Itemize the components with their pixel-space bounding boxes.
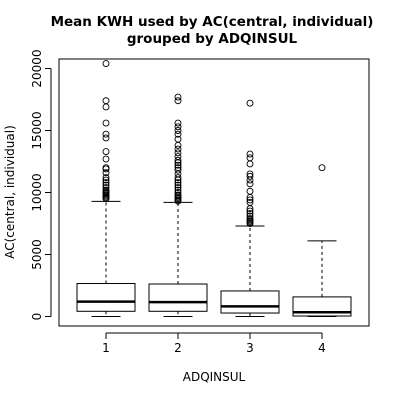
- outlier-point: [102, 176, 110, 184]
- box-group-1: [76, 60, 136, 317]
- outlier-point: [246, 170, 254, 178]
- x-tick-label: 4: [318, 341, 326, 355]
- box-group-3: [220, 99, 280, 317]
- outlier-point: [102, 130, 110, 138]
- y-tick-label: 20000: [30, 49, 44, 87]
- outlier-point: [246, 180, 254, 188]
- outlier-point: [102, 186, 110, 194]
- box-iqr: [220, 290, 280, 314]
- outlier-point: [174, 130, 182, 138]
- outlier-point: [174, 179, 182, 187]
- outlier-point: [174, 181, 182, 189]
- outlier-point: [102, 155, 110, 163]
- x-axis-label: ADQINSUL: [183, 370, 246, 384]
- outlier-point: [246, 196, 254, 204]
- outlier-point: [246, 198, 254, 206]
- outlier-point: [246, 187, 254, 195]
- chart-title-line-1: Mean KWH used by AC(central, individual): [51, 14, 374, 30]
- outlier-point: [102, 119, 110, 127]
- outlier-point: [174, 119, 182, 127]
- y-tick-label: 0: [30, 313, 44, 321]
- outlier-point: [318, 164, 326, 172]
- outlier-point: [102, 181, 110, 189]
- x-tick-label: 1: [102, 341, 110, 355]
- outlier-point: [174, 153, 182, 160]
- outlier-point: [174, 93, 182, 101]
- box-group-4: [292, 164, 352, 317]
- outlier-point: [102, 134, 110, 142]
- outlier-point: [246, 210, 254, 218]
- chart-title-line-2: grouped by ADQINSUL: [127, 31, 298, 47]
- outlier-point: [174, 164, 182, 172]
- outlier-point: [174, 166, 182, 174]
- outlier-point: [174, 123, 182, 131]
- outlier-point: [174, 127, 182, 134]
- outlier-point: [246, 207, 254, 215]
- outlier-point: [246, 150, 254, 158]
- outlier-point: [246, 215, 254, 222]
- y-axis: 0 5000 10000 15000 20000: [30, 49, 52, 321]
- outlier-point: [174, 186, 182, 194]
- outlier-point: [174, 97, 182, 105]
- x-tick-label: 2: [174, 341, 182, 355]
- outlier-point: [102, 174, 110, 182]
- y-tick-label: 5000: [30, 239, 44, 270]
- outlier-point: [174, 149, 182, 157]
- outlier-point: [246, 172, 254, 180]
- plot-frame: [58, 58, 370, 327]
- y-axis-label: AC(central, individual): [3, 125, 17, 259]
- outlier-point: [174, 191, 182, 199]
- outlier-point: [102, 184, 110, 191]
- outlier-point: [102, 148, 110, 156]
- outlier-point: [102, 164, 110, 172]
- outlier-point: [246, 99, 254, 107]
- outlier-point: [174, 184, 182, 191]
- y-tick-label: 15000: [30, 111, 44, 149]
- y-tick-label: 10000: [30, 173, 44, 211]
- outlier-point: [102, 60, 110, 67]
- boxes-layer: [76, 60, 352, 317]
- box-group-2: [148, 93, 208, 317]
- outlier-point: [174, 135, 182, 143]
- x-tick-label: 3: [246, 341, 254, 355]
- outlier-point: [174, 161, 182, 169]
- outlier-point: [102, 179, 110, 187]
- outlier-point: [174, 174, 182, 182]
- outlier-point: [246, 212, 254, 220]
- outlier-point: [102, 97, 110, 105]
- outlier-point: [102, 169, 110, 177]
- outlier-point: [174, 189, 182, 196]
- outlier-point: [174, 145, 182, 153]
- box-iqr: [76, 283, 136, 312]
- box-iqr: [148, 283, 208, 312]
- outlier-point: [246, 154, 254, 162]
- outlier-point: [174, 156, 182, 164]
- x-axis: 1 2 3 4: [102, 332, 326, 355]
